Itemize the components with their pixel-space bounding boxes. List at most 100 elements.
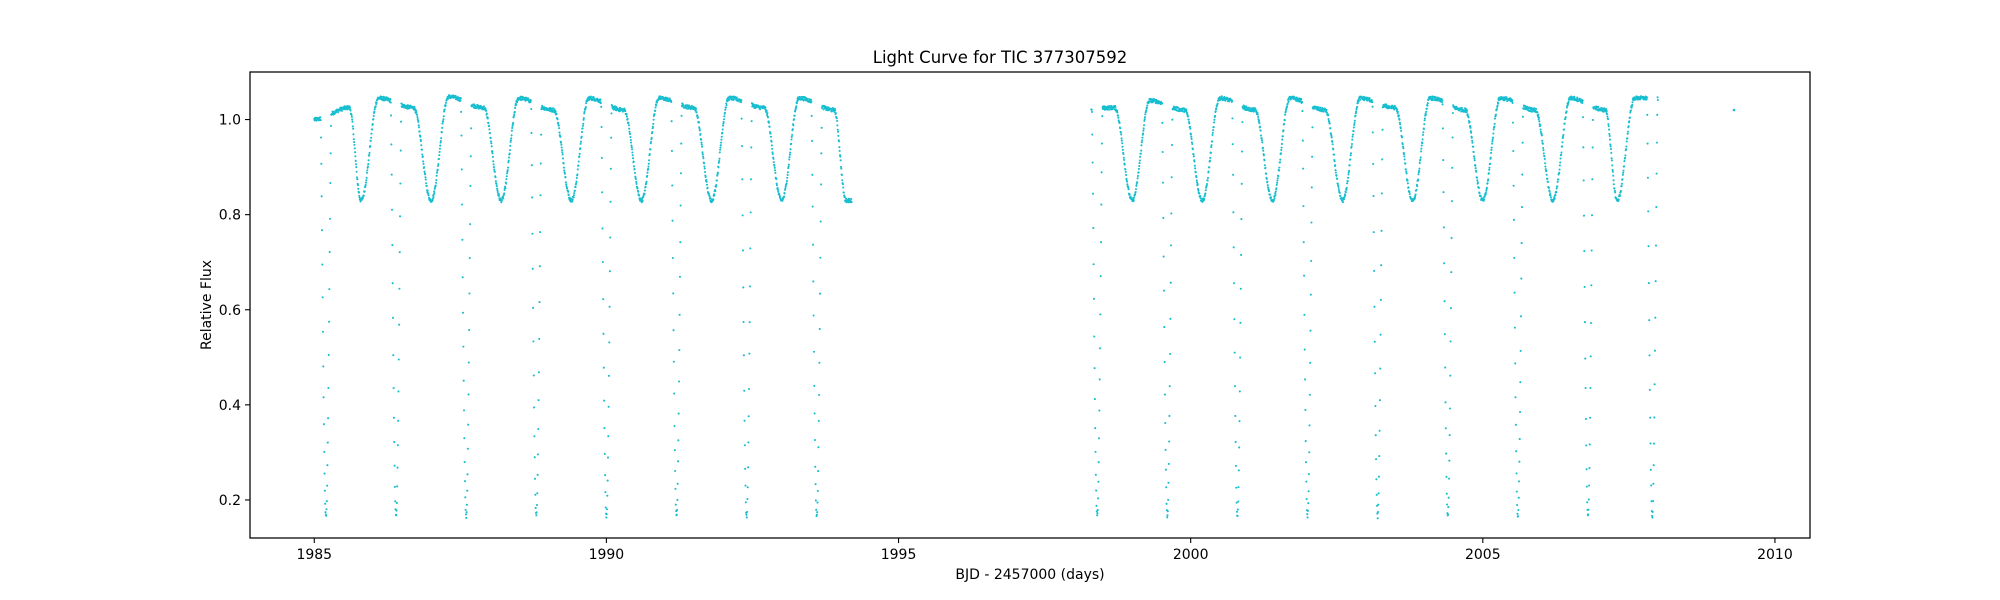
data-point <box>442 118 445 121</box>
data-point <box>1162 255 1165 258</box>
data-point <box>368 154 371 157</box>
data-point <box>1329 127 1332 130</box>
data-point <box>600 156 603 159</box>
data-point <box>1232 211 1235 214</box>
data-point <box>356 184 360 187</box>
data-point <box>1165 486 1168 489</box>
data-point <box>1143 124 1146 127</box>
data-point <box>350 113 353 116</box>
data-point <box>1114 106 1117 109</box>
data-point <box>1445 452 1448 455</box>
data-point <box>1337 187 1340 191</box>
data-point <box>749 211 752 214</box>
data-point <box>1622 171 1625 174</box>
data-point <box>324 502 327 505</box>
data-point <box>468 292 471 295</box>
data-point <box>1126 183 1129 186</box>
data-point <box>467 361 470 364</box>
data-point <box>1519 315 1523 318</box>
data-point <box>433 190 436 193</box>
data-point <box>1588 484 1591 487</box>
data-point <box>1134 193 1137 196</box>
data-point <box>721 124 725 127</box>
data-point <box>462 345 465 348</box>
x-tick-label: 1995 <box>881 547 917 563</box>
data-point <box>1168 440 1171 443</box>
data-point <box>1277 175 1280 178</box>
data-point <box>1208 159 1211 162</box>
data-point <box>466 447 469 450</box>
data-point <box>1208 166 1211 169</box>
data-point <box>678 349 681 352</box>
data-point <box>1485 186 1488 189</box>
data-point <box>850 201 853 204</box>
data-point <box>1336 182 1339 185</box>
data-point <box>1274 193 1277 196</box>
data-point <box>468 328 471 332</box>
data-point <box>1188 125 1192 128</box>
data-point <box>1095 489 1098 492</box>
data-point <box>564 176 567 179</box>
data-point <box>676 482 679 485</box>
data-point <box>606 479 609 482</box>
data-point <box>1654 244 1658 247</box>
data-point <box>1585 468 1588 471</box>
data-point <box>1372 162 1375 165</box>
data-point <box>1303 274 1306 277</box>
data-point <box>1566 103 1569 106</box>
data-point <box>423 170 426 173</box>
data-point <box>1188 122 1191 125</box>
data-point <box>507 156 511 159</box>
data-point <box>675 513 678 516</box>
data-point <box>1168 385 1171 388</box>
data-point <box>1585 485 1588 488</box>
data-point <box>364 183 367 187</box>
data-point <box>1286 102 1289 105</box>
data-point <box>1563 128 1566 131</box>
data-point <box>1483 195 1486 198</box>
data-point <box>466 473 469 476</box>
data-point <box>840 167 843 170</box>
data-point <box>1133 196 1136 199</box>
data-point <box>535 503 539 507</box>
data-point <box>571 198 574 201</box>
data-point <box>814 483 817 486</box>
data-point <box>839 155 842 158</box>
data-point <box>1371 131 1374 134</box>
data-point <box>1651 516 1654 519</box>
data-point <box>563 172 566 175</box>
data-point <box>1261 141 1264 144</box>
data-point <box>328 320 331 323</box>
data-point <box>555 112 558 115</box>
data-point <box>670 100 673 104</box>
data-point <box>631 151 634 154</box>
data-point <box>1351 138 1354 141</box>
data-point <box>605 508 609 511</box>
data-point <box>440 137 443 140</box>
data-point <box>695 111 698 114</box>
data-point <box>1170 212 1173 215</box>
data-point <box>368 151 371 154</box>
data-point <box>512 121 515 124</box>
data-point <box>819 220 822 223</box>
data-point <box>1442 191 1445 194</box>
data-point <box>1206 179 1209 182</box>
data-point <box>784 185 787 188</box>
data-point <box>1119 127 1122 130</box>
data-point <box>1652 482 1655 485</box>
data-point <box>742 320 745 324</box>
data-point <box>532 306 535 309</box>
data-point <box>485 109 488 112</box>
data-point <box>1108 108 1111 111</box>
data-point <box>1476 179 1479 182</box>
data-point <box>1215 107 1218 110</box>
data-point <box>1449 374 1452 377</box>
data-point <box>540 133 543 136</box>
data-point <box>790 142 793 145</box>
data-point <box>530 131 533 135</box>
data-point <box>1145 106 1148 109</box>
data-point <box>609 236 612 239</box>
data-point <box>1266 180 1269 183</box>
data-point <box>651 130 654 134</box>
